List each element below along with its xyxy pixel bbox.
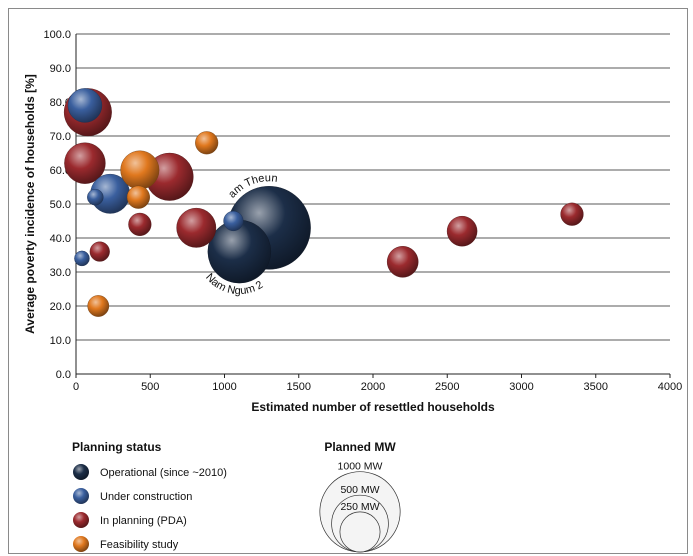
y-tick-label: 100.0: [43, 29, 71, 41]
y-tick-label: 70.0: [50, 131, 71, 143]
legend-status-swatch: [73, 464, 89, 480]
legend-status-label: Under construction: [100, 491, 192, 503]
x-tick-label: 3000: [509, 381, 533, 393]
bubble: [87, 188, 104, 206]
y-tick-label: 40.0: [50, 233, 71, 245]
x-tick-label: 2500: [435, 381, 459, 393]
bubble: [64, 142, 106, 184]
bubble: [560, 202, 584, 226]
x-axis-title: Estimated number of resettled households: [251, 400, 495, 414]
legend-status-label: In planning (PDA): [100, 515, 187, 527]
bubble: [74, 250, 90, 267]
legend-status: Planning status Operational (since ~2010…: [72, 440, 227, 552]
legend-status-label: Operational (since ~2010): [100, 467, 227, 479]
bubble: [89, 241, 110, 262]
bubble: [446, 215, 478, 247]
x-tick-label: 0: [73, 381, 79, 393]
legend-status-swatch: [73, 488, 89, 504]
legend-size: Planned MW 1000 MW 500 MW 250 MW: [319, 440, 401, 553]
y-tick-label: 10.0: [50, 335, 71, 347]
y-tick-label: 50.0: [50, 199, 71, 211]
legend-status-swatch: [73, 536, 89, 552]
y-tick-labels: 0.010.020.030.040.050.060.070.080.090.01…: [43, 29, 71, 381]
legend-size-label: 1000 MW: [338, 461, 383, 473]
x-tick-label: 3500: [584, 381, 608, 393]
legend-size-label: 250 MW: [340, 501, 379, 513]
y-tick-label: 90.0: [50, 63, 71, 75]
bubbles: [63, 88, 584, 317]
bubble: [87, 295, 110, 317]
x-tick-label: 4000: [658, 381, 682, 393]
x-tick-label: 1000: [212, 381, 236, 393]
bubble: [207, 219, 272, 284]
legend-size-circle: [339, 511, 381, 553]
bubble: [120, 150, 160, 190]
bubble: [223, 210, 244, 232]
chart-frame: [8, 8, 688, 554]
bubble: [128, 212, 152, 236]
x-tick-label: 2000: [361, 381, 385, 393]
y-tick-label: 20.0: [50, 301, 71, 313]
x-tick-label: 500: [141, 381, 159, 393]
bubble: [126, 185, 150, 209]
bubble: [386, 246, 419, 278]
y-tick-label: 0.0: [56, 369, 71, 381]
x-tick-label: 1500: [287, 381, 311, 393]
legend-size-title: Planned MW: [324, 440, 396, 454]
legend-status-swatch: [73, 512, 89, 528]
x-tick-labels: 0 500 1000 1500 2000 2500 3000 3500 4000: [73, 374, 682, 393]
bubble: [176, 207, 217, 248]
legend-size-label: 500 MW: [340, 484, 379, 496]
bubble: [195, 131, 219, 155]
legend-status-title: Planning status: [72, 440, 162, 454]
legend-status-label: Feasibility study: [100, 539, 179, 551]
y-axis-title: Average poverty incidence of households …: [23, 74, 37, 334]
y-tick-label: 30.0: [50, 267, 71, 279]
bubble: [67, 88, 103, 123]
